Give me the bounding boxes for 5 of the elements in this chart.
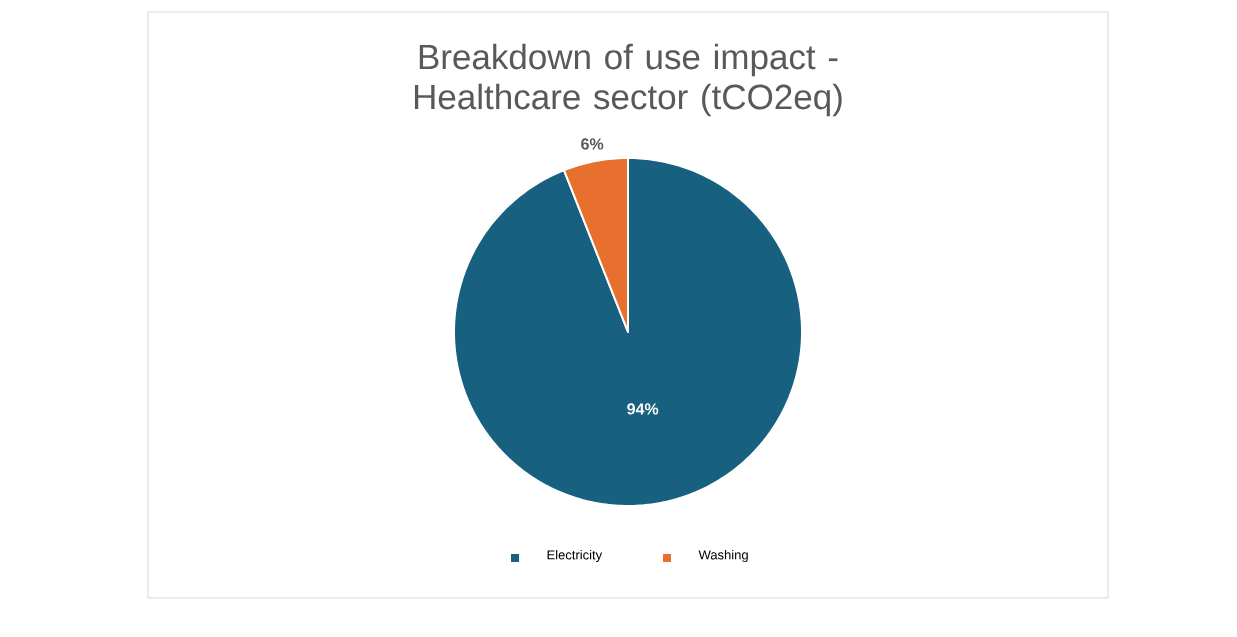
- chart-title: Breakdown of use impact - Healthcare sector (tCO2eq): [414, 43, 842, 117]
- legend-label: Electricity: [547, 549, 603, 563]
- legend-label: Washing: [698, 549, 748, 563]
- data-label: 94%: [627, 403, 659, 415]
- data-label: 6%: [581, 138, 604, 150]
